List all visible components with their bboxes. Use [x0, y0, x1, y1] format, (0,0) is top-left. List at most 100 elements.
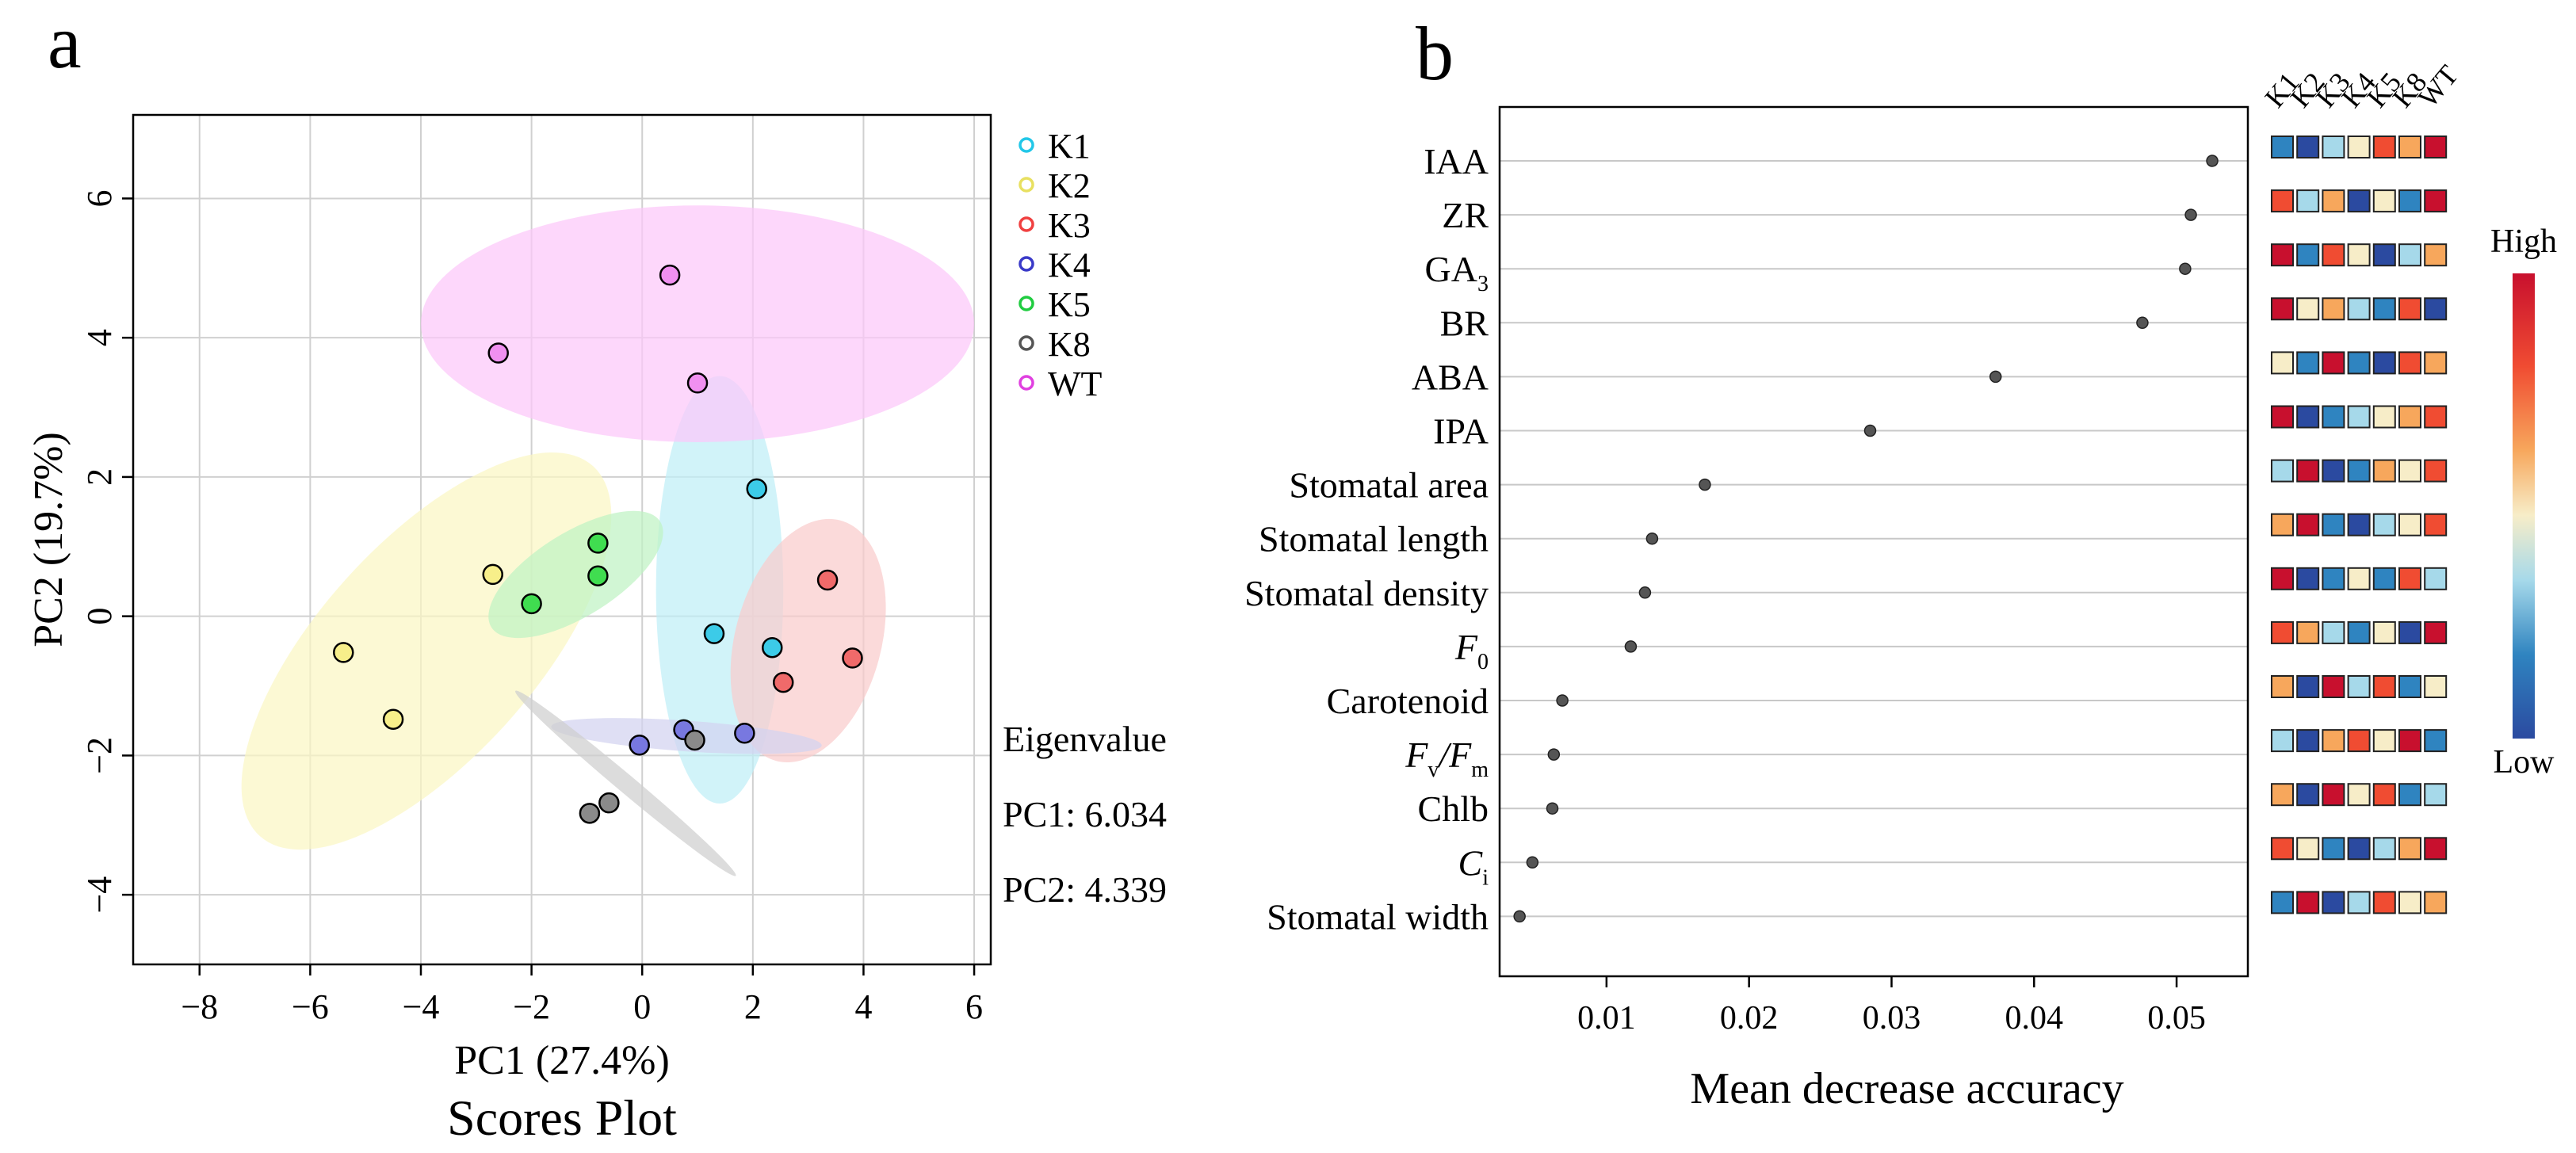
legend-marker-k3 — [1019, 216, 1034, 232]
heatmap-column-wt: WT — [2412, 59, 2465, 114]
x-tick-label-importance: 0.04 — [2005, 1000, 2064, 1037]
heatmap-cell — [2271, 405, 2294, 429]
heatmap-cell — [2372, 837, 2396, 861]
heatmap-cell — [2372, 567, 2396, 590]
heatmap-cell — [2271, 297, 2294, 321]
panel-b-label: b — [1416, 11, 1454, 96]
heatmap-cell — [2322, 405, 2345, 429]
heatmap-cell — [2372, 620, 2396, 644]
point-wt — [487, 342, 509, 364]
heatmap-cell — [2347, 675, 2371, 698]
heatmap-cell — [2271, 136, 2294, 158]
heatmap-cell — [2424, 513, 2448, 536]
heatmap-cell — [2424, 297, 2448, 321]
legend-marker-k5 — [1019, 296, 1034, 311]
heatmap-cell — [2296, 459, 2320, 483]
heatmap-cell — [2296, 243, 2320, 267]
score-points — [333, 264, 863, 824]
heatmap-cell — [2296, 351, 2320, 375]
scores-plot-frame — [132, 113, 992, 966]
heatmap-cell — [2424, 567, 2448, 590]
heatmap-cell — [2296, 189, 2320, 213]
point-k1 — [703, 623, 725, 644]
heatmap-cell — [2296, 405, 2320, 429]
point-k5 — [587, 533, 609, 554]
point-k2 — [382, 708, 404, 730]
variable-label: F0 — [1454, 627, 1489, 674]
importance-dots — [1513, 155, 2219, 923]
point-k4 — [734, 723, 755, 744]
x-tick-label-importance: 0.03 — [1863, 1000, 1921, 1037]
heatmap-cell — [2347, 351, 2371, 375]
heatmap-cell — [2424, 351, 2448, 375]
variable-label: Stomatal area — [1289, 465, 1489, 506]
heatmap-cell — [2424, 837, 2448, 861]
x-tick-label: 2 — [744, 987, 762, 1026]
heatmap-cell — [2398, 136, 2421, 158]
heatmap-cell — [2347, 729, 2371, 753]
heatmap-cell — [2322, 837, 2345, 861]
heatmap-cell — [2398, 891, 2421, 914]
heatmap-cell — [2398, 405, 2421, 429]
heatmap-cell — [2372, 891, 2396, 914]
heatmap-cell — [2271, 837, 2294, 861]
color-scale-high: High — [2490, 223, 2557, 260]
point-k5 — [587, 565, 609, 586]
heatmap-cell — [2398, 620, 2421, 644]
x-tick-label-importance: 0.02 — [1720, 1000, 1779, 1037]
point-k3 — [816, 569, 839, 591]
heatmap-cell — [2296, 513, 2320, 536]
x-tick-label: 4 — [854, 987, 872, 1026]
heatmap-cell — [2347, 783, 2371, 807]
heatmap-cell — [2372, 405, 2396, 429]
variable-label: GA3 — [1425, 249, 1489, 296]
legend-label-wt: WT — [1048, 365, 1103, 403]
point-k8 — [684, 729, 705, 751]
variable-label: ZR — [1442, 195, 1489, 235]
importance-dot — [1638, 586, 1652, 599]
heatmap-cell — [2424, 459, 2448, 483]
heatmap-cell — [2347, 405, 2371, 429]
variable-label: Stomatal length — [1259, 519, 1489, 559]
heatmap-cell — [2322, 351, 2345, 375]
point-k2 — [482, 563, 503, 586]
point-k5 — [521, 593, 542, 615]
heatmap-cell — [2271, 243, 2294, 267]
heatmap-cell — [2424, 891, 2448, 914]
variable-label: Fv/Fm — [1405, 735, 1489, 782]
x-tick-label-importance: 0.01 — [1577, 1000, 1636, 1037]
heatmap-cell — [2322, 620, 2345, 644]
legend-label-k1: K1 — [1048, 127, 1091, 166]
x-axis-label: PC1 (27.4%) — [454, 1038, 670, 1083]
legend-marker-k1 — [1019, 137, 1034, 153]
x-tick-label-importance: 0.05 — [2147, 1000, 2206, 1037]
heatmap-cell — [2347, 136, 2371, 158]
eigenvalue-title: Eigenvalue — [1003, 719, 1167, 759]
ellipse-k3 — [730, 518, 886, 762]
y-tick-label: 0 — [80, 608, 119, 625]
heatmap-cell — [2398, 729, 2421, 753]
point-wt — [686, 372, 709, 394]
color-scale-low: Low — [2494, 744, 2555, 781]
legend-marker-k4 — [1019, 256, 1034, 272]
heatmap-cell — [2322, 243, 2345, 267]
legend-label-k5: K5 — [1048, 285, 1091, 324]
heatmap-cell — [2296, 837, 2320, 861]
heatmap-cell — [2372, 513, 2396, 536]
variable-label: BR — [1440, 303, 1489, 343]
heatmap-cell — [2322, 189, 2345, 213]
heatmap-cell — [2398, 783, 2421, 807]
heatmap-cell — [2296, 783, 2320, 807]
heatmap-cell — [2372, 243, 2396, 267]
heatmap-cell — [2424, 675, 2448, 698]
heatmap-cell — [2372, 136, 2396, 158]
heatmap-cell — [2271, 891, 2294, 914]
variable-label: Chlb — [1418, 788, 1489, 829]
heatmap-cell — [2372, 189, 2396, 213]
heatmap-cell — [2398, 513, 2421, 536]
heatmap-cell — [2322, 297, 2345, 321]
point-k8 — [598, 792, 620, 814]
